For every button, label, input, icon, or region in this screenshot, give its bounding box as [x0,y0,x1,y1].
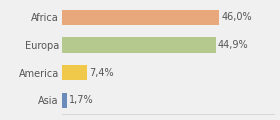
Text: 1,7%: 1,7% [69,95,94,105]
Bar [62,10,220,25]
Bar [62,37,216,53]
Bar [62,65,87,80]
Text: 46,0%: 46,0% [221,12,252,22]
Text: 44,9%: 44,9% [218,40,248,50]
Bar [62,93,67,108]
Text: 7,4%: 7,4% [89,68,113,78]
